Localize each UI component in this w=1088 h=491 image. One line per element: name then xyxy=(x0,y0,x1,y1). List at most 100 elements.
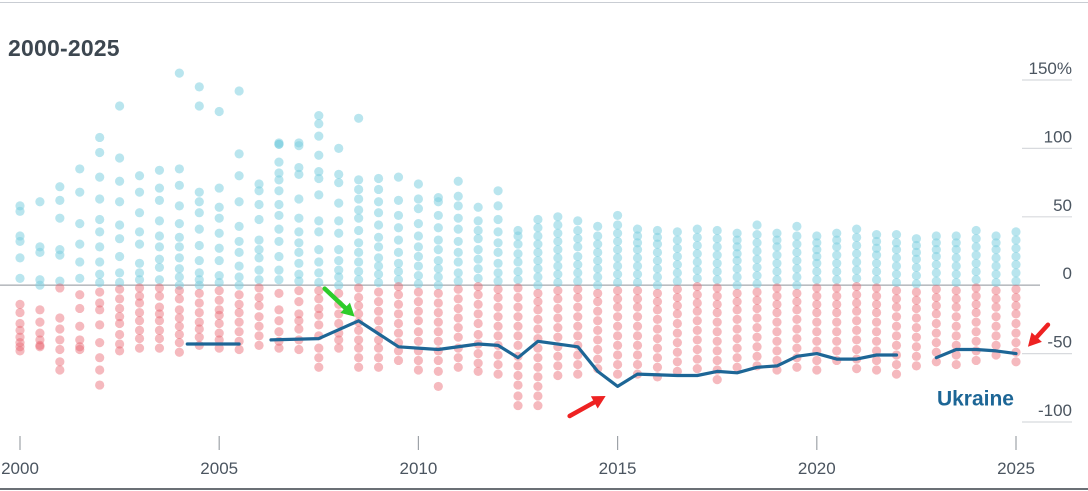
dot-negative xyxy=(214,335,224,345)
dot-positive xyxy=(234,221,244,231)
dot-positive xyxy=(453,268,463,278)
dot-negative xyxy=(832,346,842,356)
dot-negative xyxy=(214,305,224,315)
dot-positive xyxy=(871,266,882,277)
dot-positive xyxy=(115,197,125,207)
dot-positive xyxy=(274,265,284,275)
dot-positive xyxy=(254,214,264,225)
dot-negative xyxy=(533,324,543,334)
dot-positive xyxy=(234,280,244,290)
dot-positive xyxy=(812,238,822,248)
dot-positive xyxy=(513,249,523,259)
dot-negative xyxy=(134,325,145,335)
dot-negative xyxy=(194,324,204,334)
dot-positive xyxy=(274,139,284,149)
dot-positive xyxy=(154,195,165,205)
dot-negative xyxy=(573,350,583,360)
dot-positive xyxy=(373,173,384,184)
dot-negative xyxy=(294,324,304,334)
dot-negative xyxy=(453,313,463,323)
dot-positive xyxy=(752,220,762,230)
dot-negative xyxy=(433,317,443,327)
dot-positive xyxy=(1011,243,1021,253)
dot-positive xyxy=(194,280,204,290)
dot-positive xyxy=(354,275,364,285)
dot-negative xyxy=(413,355,423,366)
y-tick-label: -50 xyxy=(1047,333,1072,352)
dot-positive xyxy=(752,262,762,273)
dot-negative xyxy=(871,299,882,309)
x-tick-label: 2005 xyxy=(200,459,238,478)
dot-negative xyxy=(413,365,423,375)
dot-positive xyxy=(294,213,304,223)
dot-positive xyxy=(334,280,344,290)
dot-positive xyxy=(354,247,364,257)
dot-negative xyxy=(533,372,543,382)
dot-negative xyxy=(254,301,264,311)
dot-negative xyxy=(294,297,304,307)
dot-negative xyxy=(1011,292,1021,303)
dot-negative xyxy=(433,381,443,392)
dot-positive xyxy=(891,269,902,279)
dot-positive xyxy=(971,250,981,260)
dot-positive xyxy=(991,277,1001,288)
dot-negative xyxy=(752,295,762,305)
dot-negative xyxy=(15,299,25,309)
dot-positive xyxy=(373,197,384,207)
dot-negative xyxy=(553,294,563,304)
dot-negative xyxy=(294,286,304,296)
dot-positive xyxy=(632,253,643,263)
dot-positive xyxy=(692,257,702,267)
dot-negative xyxy=(891,286,902,296)
dot-positive xyxy=(234,171,244,181)
dot-negative xyxy=(672,366,682,376)
dot-negative xyxy=(712,336,722,346)
dot-positive xyxy=(493,276,503,286)
dot-negative xyxy=(732,288,742,299)
dot-negative xyxy=(553,370,563,381)
dot-positive xyxy=(473,273,483,283)
dot-positive xyxy=(393,172,404,182)
dot-positive xyxy=(413,231,423,241)
dot-negative xyxy=(672,357,682,367)
dot-negative xyxy=(712,355,722,366)
dot-positive xyxy=(453,224,463,234)
dot-negative xyxy=(55,313,65,323)
dot-positive xyxy=(95,132,105,143)
dot-negative xyxy=(991,294,1001,304)
dot-negative xyxy=(772,307,782,318)
dot-negative xyxy=(493,292,503,303)
dot-negative xyxy=(792,362,802,372)
dot-positive xyxy=(792,221,802,231)
dot-positive xyxy=(314,227,324,237)
dot-positive xyxy=(393,235,404,245)
y-tick-label: 0 xyxy=(1063,264,1072,283)
y-tick-label: 150% xyxy=(1029,59,1072,78)
dot-negative xyxy=(15,307,25,318)
dot-negative xyxy=(15,325,25,335)
dot-negative xyxy=(533,343,543,353)
dot-positive xyxy=(373,184,384,195)
dot-negative xyxy=(373,335,384,345)
dot-negative xyxy=(115,329,125,340)
dot-positive xyxy=(852,240,862,251)
dot-negative xyxy=(772,336,782,346)
dot-negative xyxy=(473,290,483,300)
dot-positive xyxy=(75,219,85,229)
dot-negative xyxy=(971,327,981,337)
dot-negative xyxy=(951,302,961,312)
dot-positive xyxy=(473,264,483,274)
dot-positive xyxy=(433,280,443,290)
dot-negative xyxy=(911,342,922,352)
dot-positive xyxy=(652,280,663,290)
dot-positive xyxy=(413,261,423,271)
dot-negative xyxy=(453,284,463,294)
dot-positive xyxy=(234,149,244,159)
dot-negative xyxy=(115,294,125,304)
dot-negative xyxy=(991,312,1001,322)
dot-positive xyxy=(832,235,842,245)
dot-positive xyxy=(712,242,722,252)
dot-positive xyxy=(274,236,284,247)
dot-negative xyxy=(792,314,802,324)
dot-negative xyxy=(852,316,862,326)
